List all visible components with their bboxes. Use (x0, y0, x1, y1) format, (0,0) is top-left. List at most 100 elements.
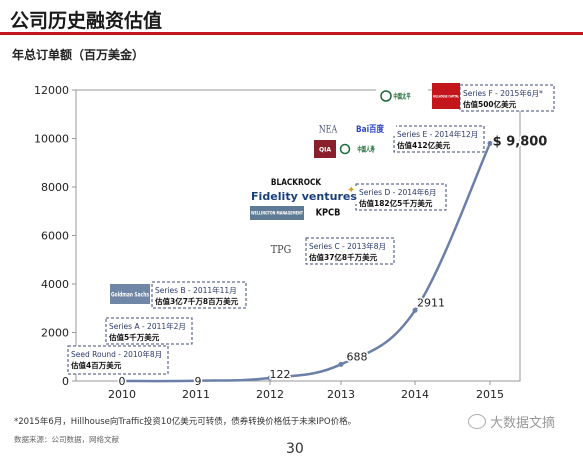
goldman-sachs-logo: Goldman Sachs (110, 284, 150, 304)
data-point (487, 140, 493, 146)
chart-series (119, 140, 493, 384)
logo-text: TPG (271, 243, 291, 256)
logo-background (432, 83, 460, 109)
logo-text: Bai百度 (356, 123, 385, 135)
blackrock-logo: BLACKROCK (258, 176, 334, 188)
y-tick-label: 0 (62, 375, 69, 388)
x-tick-label: 2011 (182, 388, 210, 401)
annotation-round: Series C - 2013年8月 (309, 241, 386, 251)
kpcb-logo: KPCB (310, 204, 346, 220)
data-label: 122 (270, 368, 291, 381)
annotation-round: Series D - 2014年6月 (359, 187, 437, 197)
x-tick-label: 2010 (108, 388, 136, 401)
fidelity-logo: Fidelity ventures (250, 188, 358, 204)
x-tick-label: 2014 (401, 388, 429, 401)
china-life-emblem-icon (339, 143, 351, 155)
logo-text: 中国人寿 (357, 145, 374, 154)
watermark: 大数据文摘 (468, 412, 555, 431)
y-tick-label: 12000 (34, 84, 69, 97)
logo-background (340, 140, 392, 158)
baidu-logo: Bai百度 (344, 122, 396, 136)
annotation-frame (67, 345, 169, 375)
logo-background (310, 204, 346, 220)
logo-text: NEA (319, 125, 338, 136)
annotation-round: Series E - 2014年12月 (397, 129, 478, 139)
china-taiping-logo: 中国太平 (376, 86, 428, 106)
logo-text: KPCB (316, 208, 341, 219)
annotation-frame (305, 237, 395, 265)
fidelity-star-icon: ✦ (347, 185, 355, 196)
annotation-frame (459, 84, 555, 112)
logo-background (250, 188, 358, 204)
tpg-logo: TPG (262, 240, 300, 258)
page-number: 30 (286, 441, 304, 457)
x-tick-label: 2012 (256, 388, 284, 401)
investor-logos: Goldman Sachs TPG BLACKROCK Fidelity ventur… (110, 83, 460, 304)
data-point (412, 307, 418, 313)
annotation-frame (355, 183, 447, 211)
annotation-valuation: 估值3亿7千万8百万美元 (154, 296, 239, 306)
logo-background (314, 140, 336, 158)
nea-logo: NEA (316, 122, 340, 136)
data-point (119, 378, 125, 384)
watermark-text: 大数据文摘 (490, 416, 556, 431)
x-tick-label: 2015 (476, 388, 504, 401)
annotation-valuation: 估值5千万美元 (108, 332, 160, 342)
annotation-valuation: 估值4百万美元 (70, 360, 122, 370)
chart-subtitle: 年总订单额（百万美金） (12, 48, 145, 62)
annotation-round: Series F - 2015年6月* (463, 88, 543, 98)
annotation-round: Series A - 2011年2月 (109, 321, 186, 331)
logo-background (250, 206, 304, 220)
data-label: 9 (195, 375, 202, 388)
annotation-round: Series B - 2011年11月 (155, 285, 237, 295)
annotation-frame (151, 281, 247, 309)
logo-background (262, 240, 300, 258)
logo-text: WELLINGTON MANAGEMENT (251, 211, 304, 217)
logo-background (376, 86, 428, 106)
taiping-emblem-icon (380, 90, 392, 102)
y-tick-label: 10000 (34, 133, 69, 146)
data-label: 0 (119, 375, 126, 388)
data-point (267, 375, 273, 381)
data-point (193, 378, 199, 384)
wechat-icon (468, 414, 486, 429)
qia-logo: QIA (314, 140, 336, 158)
source-note: 数据来源：公司数据，网络文献 (14, 435, 119, 444)
annotation-valuation: 估值412亿美元 (396, 140, 451, 150)
logo-background (344, 122, 396, 136)
annotation-valuation: 估值37亿8千万美元 (308, 252, 378, 262)
logo-text: QIA (319, 145, 331, 153)
logo-text: HILLHOUSE CAPITAL (433, 93, 459, 98)
logo-text: Goldman Sachs (111, 290, 149, 298)
data-label: 688 (347, 350, 368, 363)
logo-text: Fidelity ventures (251, 190, 357, 203)
data-label: $ 9,800 (493, 134, 548, 149)
logo-background (258, 176, 334, 188)
y-tick-label: 4000 (41, 278, 69, 291)
annotation-valuation: 估值182亿5千万美元 (358, 198, 433, 208)
y-tick-label: 2000 (41, 327, 69, 340)
data-point (338, 361, 344, 367)
chart-data-labels: 0 9 122 688 2911 $ 9,800 (117, 133, 549, 390)
annotation-valuation: 估值500亿美元 (462, 99, 517, 109)
annotation-box: Series F - 2015年6月*估值500亿美元 (459, 84, 555, 112)
annotation-frame (393, 125, 485, 153)
annotation-frame (105, 317, 193, 345)
x-tick-label: 2013 (327, 388, 355, 401)
wellington-logo: WELLINGTON MANAGEMENT (250, 206, 304, 220)
data-label: 2911 (417, 296, 445, 309)
annotation-round: Seed Round - 2010年8月 (71, 349, 162, 359)
title-divider (0, 32, 583, 35)
logo-text: BLACKROCK (271, 178, 322, 188)
logo-text: 中国太平 (393, 92, 410, 101)
china-life-logo: 中国人寿 (340, 140, 392, 158)
y-tick-label: 8000 (41, 181, 69, 194)
chart-axes: 0 2000 4000 6000 8000 10000 12000 2010 2011 2012 2… (34, 84, 521, 401)
